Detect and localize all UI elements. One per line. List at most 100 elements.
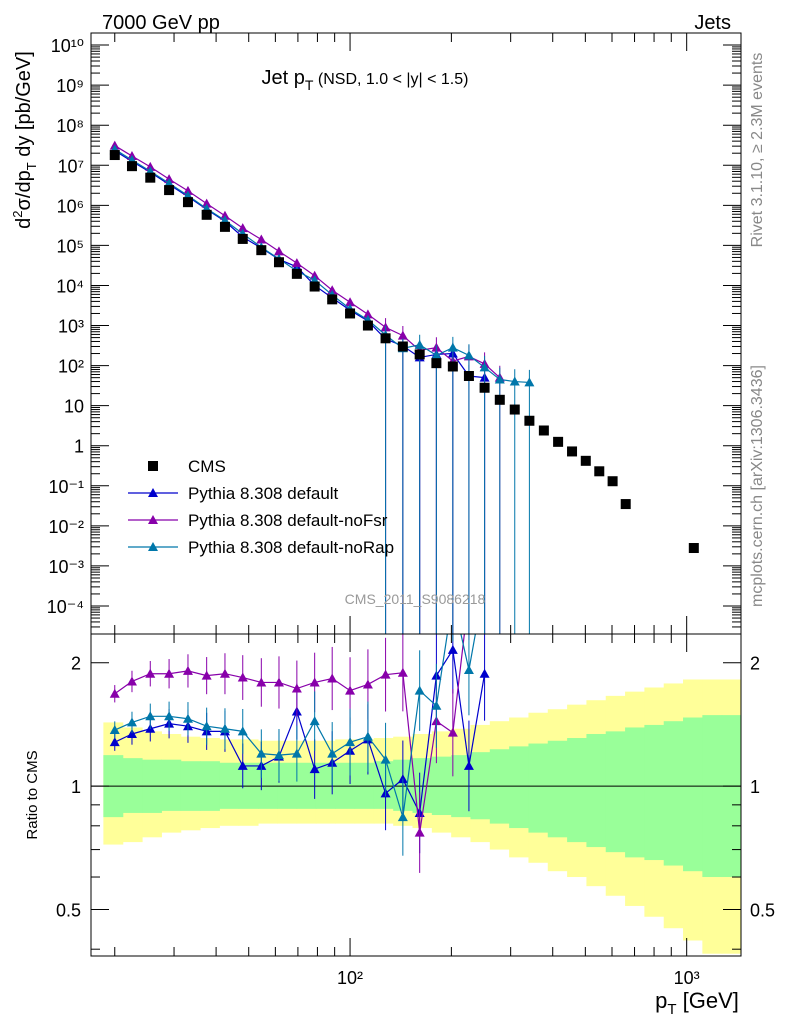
y-tick-label: 10⁻⁴ (47, 597, 84, 617)
cms-data-point (309, 281, 320, 292)
legend: CMS Pythia 8.308 default Pythia 8.308 defa… (128, 457, 394, 557)
cms-data-point (327, 294, 338, 305)
band-inner-bin (721, 715, 741, 878)
ratio-axis-label: Ratio to CMS (24, 750, 41, 839)
band-inner-bin (567, 738, 588, 843)
y-tick-label: 10⁹ (56, 76, 84, 96)
cms-data-point (362, 320, 373, 331)
series-point (291, 258, 302, 268)
cms-data-point (291, 268, 302, 279)
ratio-point (109, 688, 120, 698)
ratio-point (164, 668, 175, 678)
cms-data-point (201, 209, 212, 220)
series-point (362, 309, 373, 319)
ratio-point (447, 727, 458, 737)
tick-labels: 10² 10³ 10⁻⁴ 10⁻³ 10⁻² 10⁻¹ 1 10 10² 10³ 10⁴ 10⁵ 10⁶… (47, 36, 775, 988)
series-point (182, 185, 193, 195)
band-inner-bin (161, 759, 182, 811)
ratio-point (256, 677, 267, 687)
ratio-point (327, 673, 338, 683)
cms-data-point (580, 455, 591, 466)
ratio-point (237, 672, 248, 682)
series-point (219, 210, 230, 220)
cms-data-point (524, 415, 535, 426)
y-tick-label: 10⁻³ (48, 557, 84, 577)
cms-data-point (109, 150, 120, 161)
ratio-y-tick-label-right: 1 (750, 777, 760, 797)
cms-data-point (688, 543, 699, 554)
ratio-uncertainty-bands (103, 679, 741, 954)
ratio-point (256, 748, 267, 758)
ratio-point (126, 676, 137, 686)
cms-data-point (553, 436, 564, 447)
band-inner-bin (663, 721, 684, 866)
cms-data-point (463, 370, 474, 381)
chart-title: Jet pT (NSD, 1.0 < |y| < 1.5) (262, 67, 469, 93)
ratio-point (380, 754, 391, 764)
series-point (494, 374, 505, 384)
cms-data-point (219, 221, 230, 232)
ratio-point (126, 728, 137, 738)
band-inner-bin (528, 743, 549, 833)
ratio-point (414, 827, 425, 837)
legend-label: CMS (188, 457, 226, 476)
series-point (447, 342, 458, 352)
y-tick-label: 10⁻¹ (48, 477, 84, 497)
y-tick-label: 1 (74, 437, 84, 457)
y-tick-label: 10⁶ (57, 196, 84, 216)
ratio-line-0 (114, 648, 486, 815)
ratio-point (309, 764, 320, 774)
ratio-point (201, 670, 212, 680)
ratio-y-tick-label: 2 (71, 654, 81, 674)
y-tick-label: 10 (64, 397, 84, 417)
analysis-watermark: CMS_2011_S9086218 (345, 591, 486, 607)
cms-data-point (447, 361, 458, 372)
ratio-y-tick-label: 0.5 (56, 900, 81, 920)
ratio-point (109, 737, 120, 747)
ratio-point (273, 750, 284, 760)
cms-data-point (431, 358, 442, 369)
x-tick-label: 10² (337, 968, 363, 988)
legend-marker (148, 542, 158, 551)
cms-data-point (273, 257, 284, 268)
header-right: Jets (694, 12, 731, 34)
cms-data-point (345, 308, 356, 319)
cms-data-point (397, 341, 408, 352)
y-axis-label: d2σ/dpT dy [pb/GeV] (10, 51, 39, 229)
ratio-point (164, 711, 175, 721)
cms-data-point (126, 161, 137, 172)
ratio-point (414, 685, 425, 695)
ratio-point (362, 731, 373, 741)
series-point (509, 376, 520, 386)
ratio-point (291, 748, 302, 758)
y-tick-label: 10⁷ (57, 156, 84, 176)
series-point (463, 350, 474, 360)
cms-data-point (607, 476, 618, 487)
band-inner-bin (644, 724, 665, 861)
cms-data-point (380, 333, 391, 344)
ratio-point (237, 760, 248, 770)
x-tick-label: 10³ (674, 968, 700, 988)
ratio-point (397, 667, 408, 677)
ratio-point (182, 665, 193, 675)
ratio-point (380, 669, 391, 679)
band-inner-bin (547, 740, 568, 838)
ratio-point (345, 737, 356, 747)
ratio-point (479, 668, 490, 678)
ratio-line-2 (114, 634, 476, 818)
axis-ticks (91, 32, 741, 956)
ratio-point (463, 664, 474, 674)
band-inner-bin (122, 758, 143, 813)
ratio-point (219, 668, 230, 678)
series-point (327, 285, 338, 295)
cms-data-point (538, 425, 549, 436)
header-left: 7000 GeV pp (102, 12, 220, 34)
ratio-point (309, 716, 320, 726)
series-point (201, 198, 212, 208)
legend-label: Pythia 8.308 default-noRap (188, 538, 394, 557)
cms-data-point (509, 404, 520, 415)
ratio-point (345, 685, 356, 695)
series-point (309, 270, 320, 280)
series-point (397, 330, 408, 340)
